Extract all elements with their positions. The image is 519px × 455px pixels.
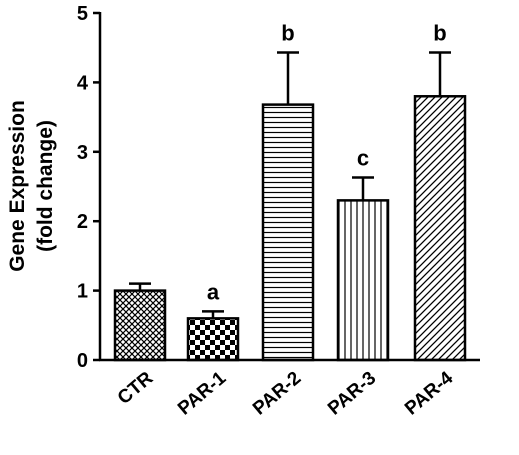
x-tick-label: PAR-1 [174, 367, 230, 419]
bar [113, 289, 167, 362]
bar [413, 95, 467, 362]
bar [261, 103, 315, 362]
x-tick-label: PAR-2 [249, 368, 305, 420]
y-axis-label: Gene Expression [6, 100, 29, 272]
y-tick-label: 2 [77, 211, 88, 233]
x-tick-label: PAR-4 [401, 367, 457, 419]
x-tick-label: CTR [114, 368, 158, 409]
y-tick-label: 5 [77, 3, 88, 25]
annotation: b [281, 21, 294, 46]
y-tick-label: 4 [77, 72, 89, 94]
y-tick-label: 1 [77, 281, 88, 303]
y-tick-label: 3 [77, 142, 88, 164]
bar [186, 317, 240, 362]
bar [336, 199, 390, 362]
y-tick-label: 0 [77, 350, 88, 372]
annotation: c [357, 145, 369, 170]
y-axis-label: (fold change) [34, 120, 57, 252]
annotation: a [207, 279, 220, 304]
annotation: b [433, 21, 446, 46]
x-tick-label: PAR-3 [324, 368, 380, 420]
